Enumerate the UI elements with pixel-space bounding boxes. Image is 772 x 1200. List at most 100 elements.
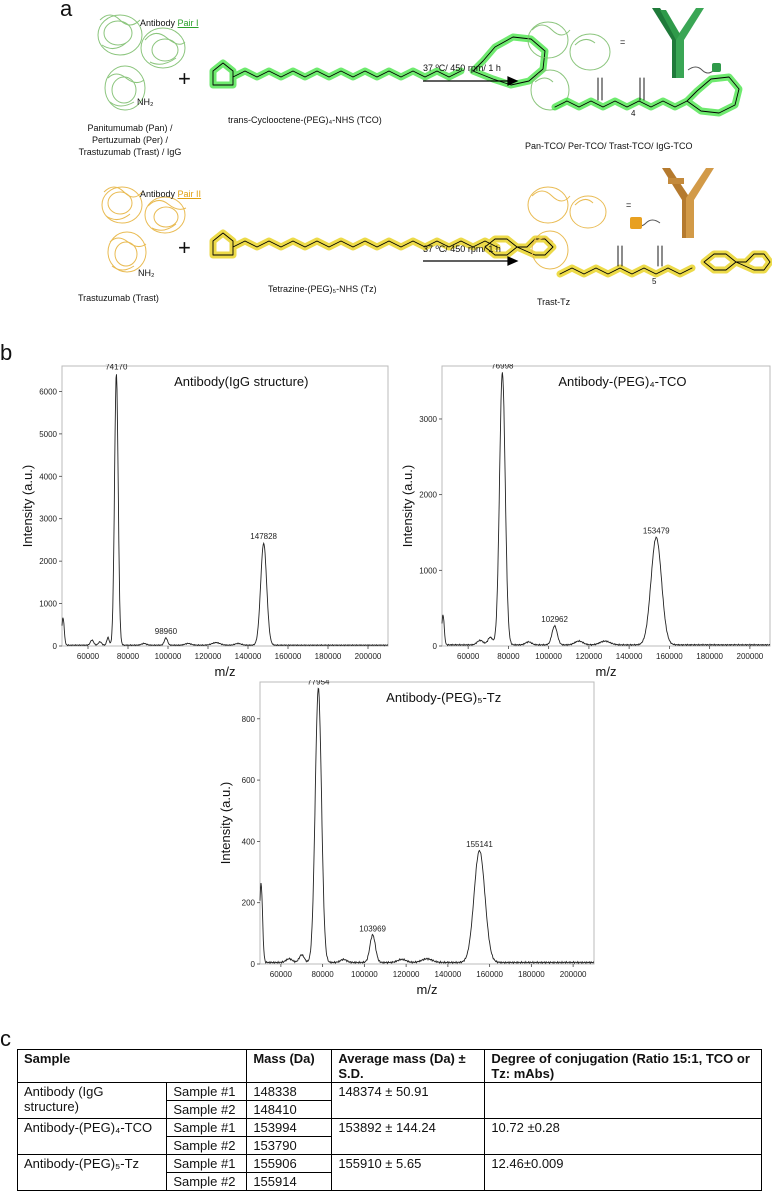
y-tick-label: 200 xyxy=(242,899,256,908)
y-tick-label: 800 xyxy=(242,715,256,724)
x-tick-label: 100000 xyxy=(535,652,562,661)
y-tick-label: 1000 xyxy=(419,566,437,575)
group-average: 155910 ± 5.65 xyxy=(331,1154,486,1191)
plot-frame xyxy=(259,681,595,965)
x-tick-label: 60000 xyxy=(77,652,100,661)
y-tick-label: 400 xyxy=(242,837,256,846)
group-degree xyxy=(484,1082,762,1119)
group-degree: 10.72 ±0.28 xyxy=(484,1118,762,1155)
peak-label: 74170 xyxy=(105,364,128,371)
x-tick-label: 140000 xyxy=(435,970,462,979)
tz-reagent-structure xyxy=(209,229,557,259)
header-mass: Mass (Da) xyxy=(246,1049,333,1083)
pair2-antibody-structure xyxy=(101,186,187,273)
group-sample-name: Antibody-(PEG)₅-Tz xyxy=(16,1154,168,1191)
x-tick-label: 100000 xyxy=(155,652,182,661)
y-tick-label: 3000 xyxy=(39,515,57,524)
group-sample-name: Antibody-(PEG)₄-TCO xyxy=(16,1118,168,1155)
panel-b-label: b xyxy=(0,340,13,365)
x-tick-label: 180000 xyxy=(518,970,545,979)
peak-label: 147828 xyxy=(250,532,277,541)
x-tick-label: 160000 xyxy=(656,652,683,661)
sample-id: Sample #2 xyxy=(166,1100,248,1119)
pair2-antibody-icon xyxy=(630,168,714,238)
pair1-conditions: 37 ºC/ 450 rpm/ 1 h xyxy=(423,63,501,73)
pair1-equals: = xyxy=(620,37,626,47)
pair2-product-linker xyxy=(556,245,772,278)
spectrum-line xyxy=(259,687,594,965)
group-degree: 12.46±0.009 xyxy=(484,1154,762,1191)
x-tick-label: 160000 xyxy=(476,970,503,979)
sample-mass: 155906 xyxy=(246,1154,333,1173)
pair2-equals: = xyxy=(626,200,632,210)
plot-frame xyxy=(61,365,389,647)
pair1-reaction-arrow xyxy=(423,76,519,86)
sample-mass: 153994 xyxy=(246,1118,333,1137)
pair1-antibody-name: Trastuzumab (Trast) / IgG xyxy=(78,147,182,157)
y-tick-label: 5000 xyxy=(39,430,57,439)
table-row: Sample #2 153790 xyxy=(18,1136,762,1155)
ms-spectrum-tz: 60000 80000 100000 120000 140000 160000 180000… xyxy=(218,680,595,997)
chart-title: Antibody(IgG structure) xyxy=(174,374,308,389)
tco-reagent-structure xyxy=(209,33,549,89)
x-tick-label: 80000 xyxy=(497,652,520,661)
y-tick-label: 0 xyxy=(433,642,438,651)
y-tick-label: 0 xyxy=(53,642,58,651)
spectrum-line xyxy=(441,372,770,647)
x-tick-label: 100000 xyxy=(351,970,378,979)
pair1-nh2-label: NH₂ xyxy=(137,97,154,107)
pair2-antibody-label: Antibody xyxy=(140,189,176,199)
plot-frame xyxy=(441,365,771,647)
peak-label: 153479 xyxy=(643,527,670,536)
y-tick-label: 0 xyxy=(251,960,256,969)
x-tick-label: 200000 xyxy=(355,652,382,661)
table-row: Sample #2 148410 xyxy=(18,1100,762,1119)
x-tick-label: 80000 xyxy=(117,652,140,661)
pair1-peg-n: 4 xyxy=(631,109,636,118)
pair2-antibody-title: Antibody Pair II xyxy=(140,188,201,200)
ms-spectrum-tco: 60000 80000 100000 120000 140000 160000 180000… xyxy=(400,364,771,679)
pair2-antibody-name: Trastuzumab (Trast) xyxy=(78,293,159,303)
x-tick-label: 180000 xyxy=(696,652,723,661)
x-axis-label: m/z xyxy=(417,982,438,997)
y-tick-label: 4000 xyxy=(39,472,57,481)
panel-a-scheme xyxy=(97,8,772,278)
x-tick-label: 60000 xyxy=(457,652,480,661)
sample-id: Sample #2 xyxy=(166,1136,248,1155)
group-average: 153892 ± 144.24 xyxy=(331,1118,486,1155)
pair2-pair-label: Pair II xyxy=(177,189,202,199)
pair1-plus: + xyxy=(178,66,191,91)
header-average: Average mass (Da) ± S.D. xyxy=(331,1049,486,1083)
table-row: Antibody (IgG structure) Sample #1 14833… xyxy=(16,1082,762,1119)
sample-mass: 148410 xyxy=(246,1100,333,1119)
pair2-product-name: Trast-Tz xyxy=(537,297,571,307)
x-tick-label: 180000 xyxy=(315,652,342,661)
pair1-antibody-name: Panitumumab (Pan) / xyxy=(87,123,173,133)
pair2-plus: + xyxy=(178,235,191,260)
peak-label: 102962 xyxy=(541,615,568,624)
pair1-antibody-names: Panitumumab (Pan) / Pertuzumab (Per) / T… xyxy=(60,122,200,158)
x-tick-label: 80000 xyxy=(312,970,335,979)
pair2-nh2-label: NH₂ xyxy=(138,268,155,278)
x-tick-label: 200000 xyxy=(737,652,764,661)
sample-id: Sample #1 xyxy=(166,1154,248,1173)
peak-label: 76998 xyxy=(491,364,514,371)
header-sample: Sample xyxy=(16,1049,248,1083)
pair1-antibody-label: Antibody xyxy=(140,18,176,28)
x-tick-label: 140000 xyxy=(235,652,262,661)
y-tick-label: 2000 xyxy=(419,491,437,500)
x-tick-label: 200000 xyxy=(560,970,587,979)
y-axis-label: Intensity (a.u.) xyxy=(400,465,415,547)
panel-a-label: a xyxy=(60,0,73,21)
group-average: 148374 ± 50.91 xyxy=(331,1082,486,1119)
table-row: Antibody-(PEG)₄-TCO Sample #1 153994 153… xyxy=(16,1118,762,1155)
sample-id: Sample #1 xyxy=(166,1082,248,1101)
sample-mass: 153790 xyxy=(246,1136,333,1155)
y-tick-label: 2000 xyxy=(39,557,57,566)
spectrum-line xyxy=(61,374,388,647)
mass-table: Sample Mass (Da) Average mass (Da) ± S.D… xyxy=(16,1049,762,1191)
panel-c-label: c xyxy=(0,1026,11,1051)
x-tick-label: 160000 xyxy=(275,652,302,661)
group-sample-name: Antibody (IgG structure) xyxy=(16,1082,168,1119)
pair1-product-name: Pan-TCO/ Per-TCO/ Trast-TCO/ IgG-TCO xyxy=(525,141,693,151)
